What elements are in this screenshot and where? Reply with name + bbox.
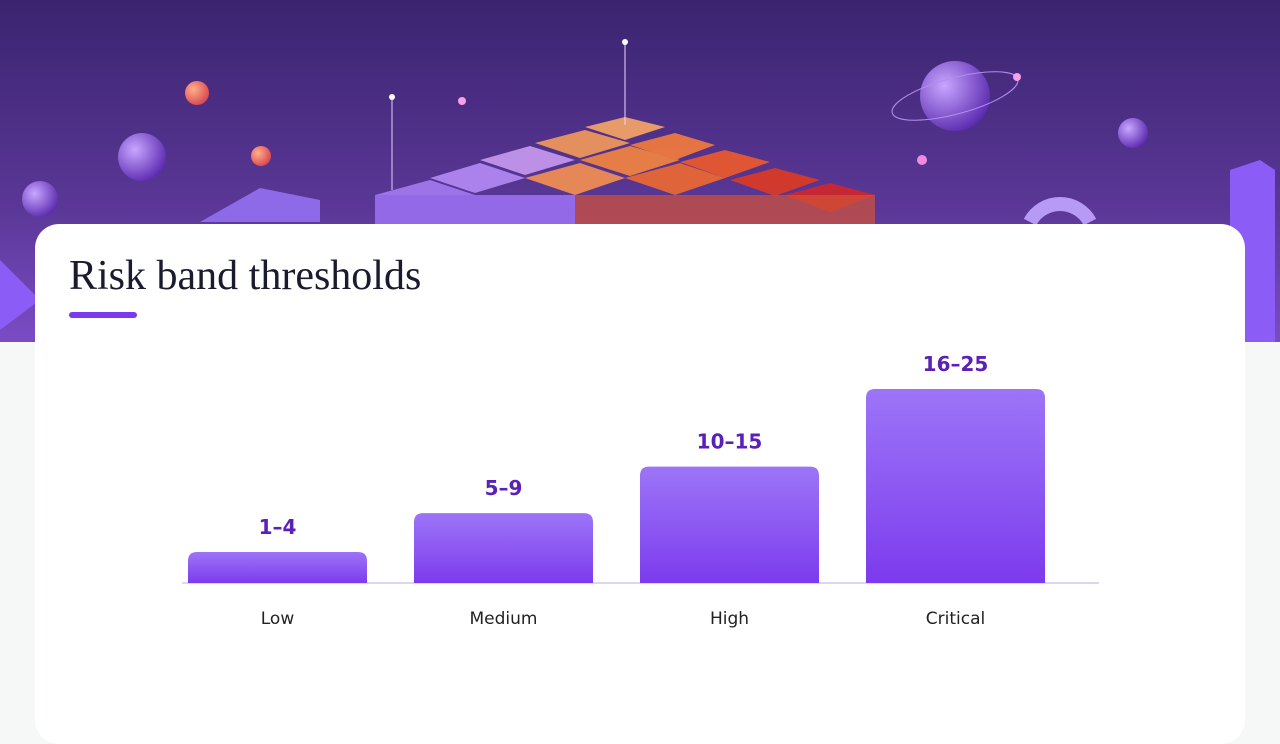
x-tick-label: Medium — [470, 609, 538, 629]
value-label: 16–25 — [923, 352, 989, 376]
bar — [866, 389, 1045, 583]
value-label: 5–9 — [485, 476, 523, 500]
x-tick-label: Low — [261, 609, 295, 629]
bar — [188, 551, 367, 583]
bar — [640, 466, 819, 583]
value-label: 1–4 — [259, 515, 297, 539]
page: Risk band thresholds 1–4 Low 5–9 Medium 10–1… — [0, 0, 1280, 629]
x-tick-label: High — [710, 609, 749, 629]
title-underline — [69, 312, 137, 318]
card: Risk band thresholds 1–4 Low 5–9 Medium 10–1… — [35, 224, 1245, 744]
value-label: 10–15 — [697, 430, 763, 454]
chart: Risk band thresholds 1–4 Low 5–9 Medium 10–1… — [69, 253, 1099, 629]
x-tick-label: Critical — [926, 609, 985, 629]
bar — [414, 513, 593, 583]
chart-title: Risk band thresholds — [69, 253, 421, 299]
